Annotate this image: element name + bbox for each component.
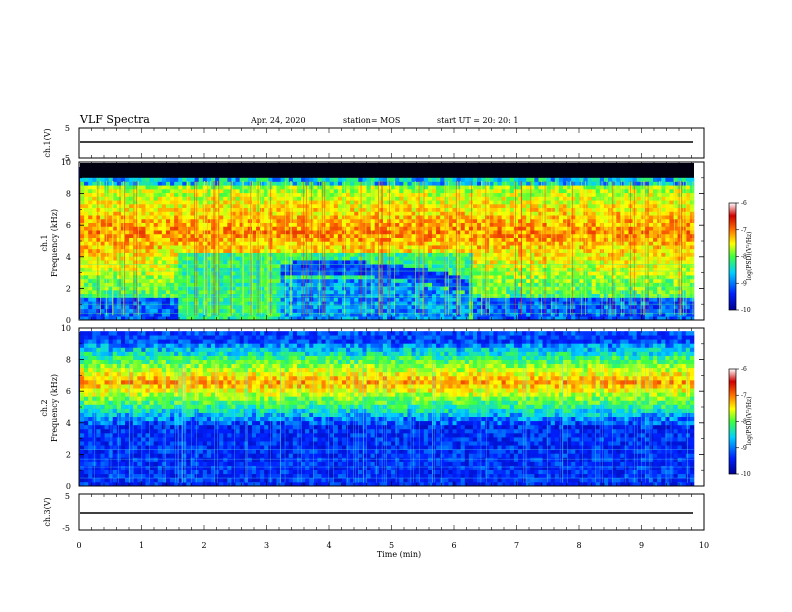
time-axis: 0 1 2 3 4 5 6 7 8 9 10 xyxy=(76,128,709,550)
ch3-ylabel: ch.3(V) xyxy=(43,497,52,526)
time-tick-8: 8 xyxy=(576,541,581,550)
ch1-waveform-panel: 5 -5 ch.1(V) xyxy=(43,124,705,163)
start-time-label: start UT = 20: 20: 1 xyxy=(437,116,518,125)
ch1-channel-label: ch.1 xyxy=(40,234,49,251)
time-tick-10: 10 xyxy=(699,541,709,550)
ch2-frequency-label: Frequency (kHz) xyxy=(50,374,59,442)
ch2-channel-label: ch.2 xyxy=(40,399,49,416)
ch1-ytick-4: 4 xyxy=(66,253,71,262)
ch2-colorbar-tick--10: -10 xyxy=(741,471,751,478)
time-tick-3: 3 xyxy=(264,541,269,550)
ch2-colorbar-label: log(PSD)(V²/Hz) xyxy=(746,397,753,446)
ch2-ytick-4: 4 xyxy=(66,419,71,428)
ch3-waveform-panel: 5 -5 ch.3(V) xyxy=(43,492,705,533)
ch2-colorbar-tick--6: -6 xyxy=(741,366,747,373)
ch1-colorbar-tick--8: -8 xyxy=(741,254,747,261)
ch2-ytick-8: 8 xyxy=(66,356,71,365)
ch1-colorbar-tick--7: -7 xyxy=(741,227,747,234)
ch2-ytick-10: 10 xyxy=(61,324,71,333)
ch2-colorbar: -6 -7 -8 -9 -10 log(PSD)(V²/Hz) xyxy=(728,366,753,478)
ch1-spectrogram-image xyxy=(79,163,695,321)
date-label: Apr. 24, 2020 xyxy=(250,116,306,125)
figure-title: VLF Spectra xyxy=(79,113,150,126)
ch2-colorbar-tick--9: -9 xyxy=(741,445,747,452)
ch2-ytick-6: 6 xyxy=(66,387,71,396)
ch2-spectrogram-panel: 0 2 4 6 8 10 ch.2 Frequency (kHz) xyxy=(40,324,705,491)
ch2-ytick-2: 2 xyxy=(66,450,71,459)
time-tick-9: 9 xyxy=(639,541,644,550)
ch1-ytick-bottom: -5 xyxy=(62,154,70,163)
ch2-spectrogram-image xyxy=(80,331,695,487)
ch1-colorbar: -6 -7 -8 -9 -10 log(PSD)(V²/Hz) xyxy=(728,200,753,314)
time-axis-label: Time (min) xyxy=(377,550,421,559)
ch2-colorbar-tick--7: -7 xyxy=(741,392,747,399)
time-tick-7: 7 xyxy=(514,541,519,550)
ch2-colorbar-tick--8: -8 xyxy=(741,419,747,426)
ch1-ytick-2: 2 xyxy=(66,284,71,293)
ch1-colorbar-tick--9: -9 xyxy=(741,280,747,287)
ch1-ytick-top: 5 xyxy=(65,124,70,133)
time-tick-0: 0 xyxy=(76,541,81,550)
ch1-frequency-label: Frequency (kHz) xyxy=(50,209,59,277)
ch1-ylabel: ch.1(V) xyxy=(43,128,52,157)
time-tick-5: 5 xyxy=(389,541,394,550)
station-label: station= MOS xyxy=(343,116,400,125)
time-tick-4: 4 xyxy=(326,541,331,550)
ch3-ytick-top: 5 xyxy=(65,492,70,501)
time-tick-1: 1 xyxy=(139,541,144,550)
ch1-ytick-6: 6 xyxy=(66,221,71,230)
ch1-colorbar-tick--6: -6 xyxy=(741,200,747,207)
ch1-top-band xyxy=(80,163,694,179)
ch2-ytick-0: 0 xyxy=(66,482,71,491)
time-tick-6: 6 xyxy=(451,541,456,550)
ch1-ytick-8: 8 xyxy=(66,190,71,199)
ch1-ytick-0: 0 xyxy=(66,316,71,325)
ch1-ytick-10: 10 xyxy=(61,158,71,167)
ch1-spectrogram-panel: 0 2 4 6 8 10 ch.1 Frequency (kHz) xyxy=(40,158,705,325)
ch1-colorbar-label: log(PSD)(V²/Hz) xyxy=(746,232,753,281)
ch1-colorbar-tick--10: -10 xyxy=(741,307,751,314)
time-tick-2: 2 xyxy=(201,541,206,550)
ch3-ytick-bottom: -5 xyxy=(62,524,70,533)
